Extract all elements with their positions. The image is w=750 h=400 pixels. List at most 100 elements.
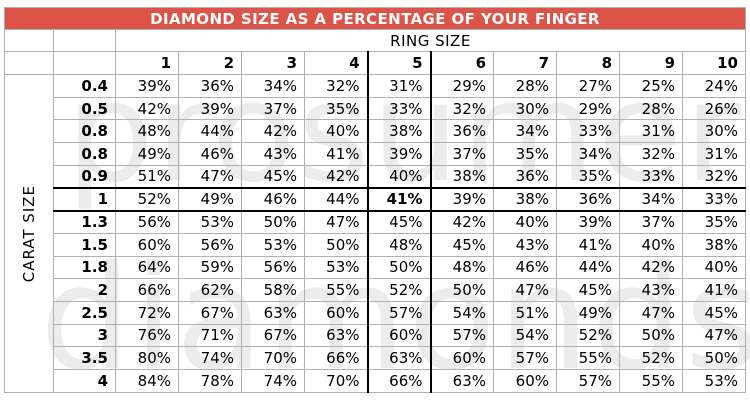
table-cell: 37% — [430, 142, 494, 166]
table-row-carat-0.4: CARAT SIZE 0.4 39% 36% 34% 32% 31% 29% 28% 27% 25%… — [4, 74, 746, 393]
empty-corner-cell — [4, 51, 54, 75]
table-cell: 41% — [366, 186, 432, 212]
table-cell: 60% — [493, 368, 557, 393]
table-cell: 31% — [366, 74, 432, 98]
ring-size-header-6: 6 — [430, 51, 494, 75]
table-row-carat-0.9: 0.9 51% 47% 45% 42% 40% 38% 36% 35% 33% 32% — [5, 164, 746, 189]
carat-row-header: 0.9 — [53, 164, 116, 189]
table-cell: 38% — [493, 186, 557, 212]
table-cell: 32% — [430, 96, 494, 121]
table-cell: 63% — [304, 323, 368, 348]
table-cell: 42% — [241, 119, 305, 144]
table-cell: 50% — [366, 255, 432, 280]
ring-size-header-10: 10 — [682, 51, 746, 75]
table-cell: 56% — [115, 210, 179, 234]
table-cell: 40% — [619, 232, 683, 257]
table-cell: 47% — [304, 210, 368, 234]
table-cell: 66% — [366, 368, 432, 393]
table-cell: 33% — [619, 164, 683, 189]
table-cell: 45% — [241, 164, 305, 189]
table-cell: 37% — [241, 96, 305, 121]
table-cell: 38% — [682, 232, 746, 257]
table-row-carat-0.5: 0.5 42% 39% 37% 35% 33% 32% 30% 29% 28% 26% — [5, 96, 746, 121]
table-cell: 27% — [556, 74, 620, 98]
table-cell: 47% — [619, 300, 683, 325]
table-row-carat-0.8: 0.8 49% 46% 43% 41% 39% 37% 35% 34% 32% 31% — [5, 142, 746, 166]
table-cell: 39% — [115, 74, 179, 98]
table-cell: 42% — [619, 255, 683, 280]
table-cell: 44% — [178, 119, 242, 144]
carat-row-header: 0.5 — [53, 96, 116, 121]
ring-size-header-1: 1 — [115, 51, 179, 75]
table-cell: 44% — [556, 255, 620, 280]
table-cell: 39% — [556, 210, 620, 234]
table-cell: 50% — [619, 323, 683, 348]
ring-size-label: RING SIZE — [115, 29, 746, 52]
carat-row-header: 1.3 — [53, 210, 116, 234]
table-cell: 78% — [178, 368, 242, 393]
table-title: DIAMOND SIZE AS A PERCENTAGE OF YOUR FIN… — [4, 7, 746, 30]
table-cell: 46% — [178, 142, 242, 166]
table-cell: 56% — [241, 255, 305, 280]
table-cell: 36% — [178, 74, 242, 98]
table-row-carat-2: 2 66% 62% 58% 55% 52% 50% 47% 45% 43% 41% — [5, 278, 746, 302]
table-cell: 33% — [366, 96, 432, 121]
table-row-carat-2.5: 2.5 72% 67% 63% 60% 57% 54% 51% 49% 47% 45% — [5, 300, 746, 325]
table-cell: 45% — [556, 278, 620, 302]
table-cell: 33% — [682, 186, 746, 212]
table-cell: 35% — [304, 96, 368, 121]
table-cell: 32% — [682, 164, 746, 189]
table-cell: 36% — [430, 119, 494, 144]
ring-size-group-row: RING SIZE — [4, 29, 746, 52]
table-cell: 40% — [682, 255, 746, 280]
table-cell: 51% — [115, 164, 179, 189]
table-cell: 49% — [556, 300, 620, 325]
table-cell: 63% — [366, 346, 432, 370]
ring-size-header-3: 3 — [241, 51, 305, 75]
table-cell: 41% — [304, 142, 368, 166]
carat-row-header: 1.5 — [53, 232, 116, 257]
ring-size-header-row: 1 2 3 4 5 6 7 8 9 10 — [4, 51, 746, 75]
table-cell: 57% — [556, 368, 620, 393]
table-cell: 53% — [241, 232, 305, 257]
table-cell: 53% — [682, 368, 746, 393]
table-cell: 39% — [178, 96, 242, 121]
table-cell: 33% — [556, 119, 620, 144]
table-cell: 63% — [241, 300, 305, 325]
table-cell: 48% — [366, 232, 432, 257]
table-cell: 45% — [366, 210, 432, 234]
empty-corner-cell — [4, 29, 54, 52]
table-cell: 48% — [430, 255, 494, 280]
carat-row-header: 2 — [53, 278, 116, 302]
table-cell: 47% — [682, 323, 746, 348]
table-cell: 70% — [304, 368, 368, 393]
table-cell: 39% — [430, 186, 494, 212]
table-cell: 34% — [493, 119, 557, 144]
table-cell: 32% — [304, 74, 368, 98]
table-cell: 60% — [115, 232, 179, 257]
table-cell: 37% — [619, 210, 683, 234]
carat-size-label: CARAT SIZE — [20, 184, 38, 282]
carat-row-header: 4 — [53, 368, 116, 393]
table-cell: 60% — [304, 300, 368, 325]
table-cell: 49% — [178, 186, 242, 212]
table-cell: 52% — [366, 278, 432, 302]
title-row: DIAMOND SIZE AS A PERCENTAGE OF YOUR FIN… — [4, 7, 746, 30]
diamond-size-table: DIAMOND SIZE AS A PERCENTAGE OF YOUR FIN… — [4, 7, 746, 393]
table-cell: 72% — [115, 300, 179, 325]
table-cell: 42% — [304, 164, 368, 189]
ring-size-header-8: 8 — [556, 51, 620, 75]
table-cell: 70% — [241, 346, 305, 370]
table-cell: 30% — [682, 119, 746, 144]
carat-size-column: CARAT SIZE — [4, 74, 54, 393]
table-cell: 66% — [304, 346, 368, 370]
table-cell: 35% — [682, 210, 746, 234]
table-cell: 46% — [241, 186, 305, 212]
table-cell: 26% — [682, 96, 746, 121]
table-cell: 36% — [493, 164, 557, 189]
table-cell: 67% — [178, 300, 242, 325]
table-cell: 39% — [366, 142, 432, 166]
table-cell: 54% — [430, 300, 494, 325]
table-cell: 44% — [304, 186, 368, 212]
